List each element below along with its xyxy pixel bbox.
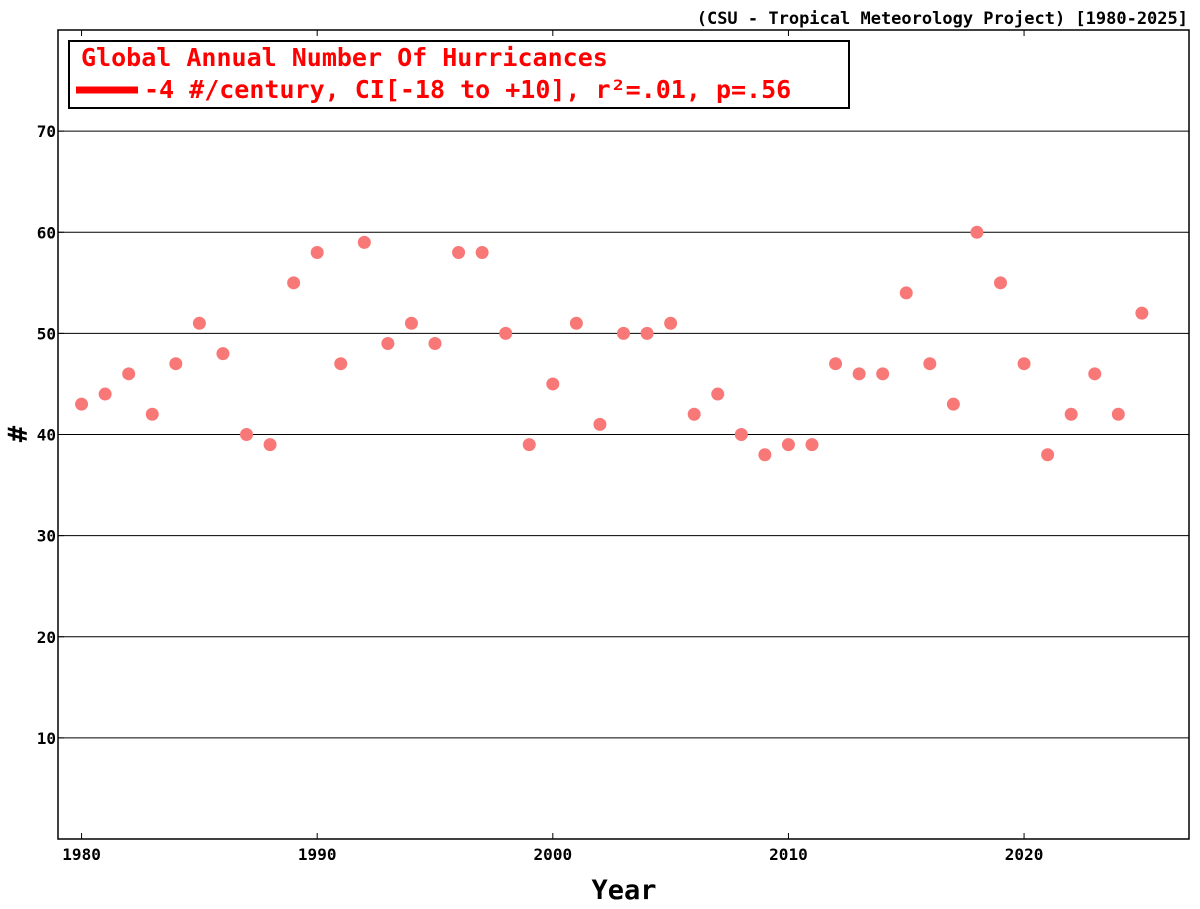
x-axis-title: Year xyxy=(591,875,656,906)
data-point xyxy=(522,438,536,452)
data-point xyxy=(569,316,583,330)
legend: Global Annual Number Of Hurricances -4 #… xyxy=(68,40,850,109)
data-point xyxy=(946,397,960,411)
data-point xyxy=(475,245,489,259)
y-tick-label: 60 xyxy=(37,223,56,242)
legend-box xyxy=(68,40,850,109)
data-point xyxy=(122,367,136,381)
x-tick-label: 2020 xyxy=(1005,845,1044,864)
y-tick-label: 30 xyxy=(37,527,56,546)
y-axis-title: # xyxy=(3,425,34,442)
data-point xyxy=(169,357,183,371)
legend-title: Global Annual Number Of Hurricances xyxy=(81,43,608,72)
data-point xyxy=(404,316,418,330)
y-tick-label: 50 xyxy=(37,324,56,343)
data-point xyxy=(240,428,253,441)
legend-trend-label: -4 #/century, CI[-18 to +10], r²=.01, p=… xyxy=(144,75,791,104)
data-point xyxy=(664,316,678,330)
data-point xyxy=(1064,407,1078,421)
data-point xyxy=(1017,357,1031,371)
data-point xyxy=(758,448,772,462)
data-point xyxy=(381,336,395,350)
data-point xyxy=(452,245,466,259)
data-point xyxy=(357,235,371,249)
data-point xyxy=(428,336,442,350)
data-point xyxy=(192,316,206,330)
y-tick-label: 20 xyxy=(37,628,56,647)
data-point xyxy=(98,387,112,401)
data-point xyxy=(287,276,301,290)
data-point xyxy=(145,407,159,421)
data-points xyxy=(75,225,1149,462)
data-point xyxy=(687,407,701,421)
data-point xyxy=(829,357,843,371)
data-point xyxy=(1041,448,1055,462)
x-tick-label: 2010 xyxy=(769,845,808,864)
data-point xyxy=(75,397,89,411)
data-point xyxy=(876,367,890,381)
source-note: (CSU - Tropical Meteorology Project) [19… xyxy=(697,9,1188,29)
x-tick-label: 1990 xyxy=(298,845,337,864)
y-axis-ticks: 10 20 30 40 50 60 70 xyxy=(37,122,64,748)
data-point xyxy=(617,326,630,340)
data-point xyxy=(781,438,795,452)
y-tick-label: 40 xyxy=(37,426,56,445)
data-point xyxy=(310,245,324,259)
data-point xyxy=(640,326,654,340)
data-point xyxy=(546,377,560,391)
x-tick-label: 1980 xyxy=(62,845,101,864)
data-point xyxy=(899,286,913,300)
data-point xyxy=(711,387,725,401)
data-point xyxy=(499,326,513,340)
data-point xyxy=(1088,367,1102,381)
data-point xyxy=(1135,306,1149,320)
data-point xyxy=(216,347,230,361)
plot-frame xyxy=(57,29,1190,840)
data-point xyxy=(994,276,1007,290)
data-point xyxy=(263,438,277,452)
data-point xyxy=(805,438,819,452)
y-tick-label: 70 xyxy=(37,122,56,141)
data-point xyxy=(334,357,348,371)
data-point xyxy=(593,417,607,431)
gridlines xyxy=(58,130,1189,739)
x-axis-ticks: 1980 1990 2000 2010 2020 xyxy=(62,30,1043,864)
x-tick-label: 2000 xyxy=(534,845,573,864)
y-tick-label: 10 xyxy=(37,729,56,748)
data-point xyxy=(923,357,937,371)
data-point xyxy=(852,367,866,381)
data-point xyxy=(734,428,748,441)
data-point xyxy=(970,225,984,239)
data-point xyxy=(1111,407,1125,421)
